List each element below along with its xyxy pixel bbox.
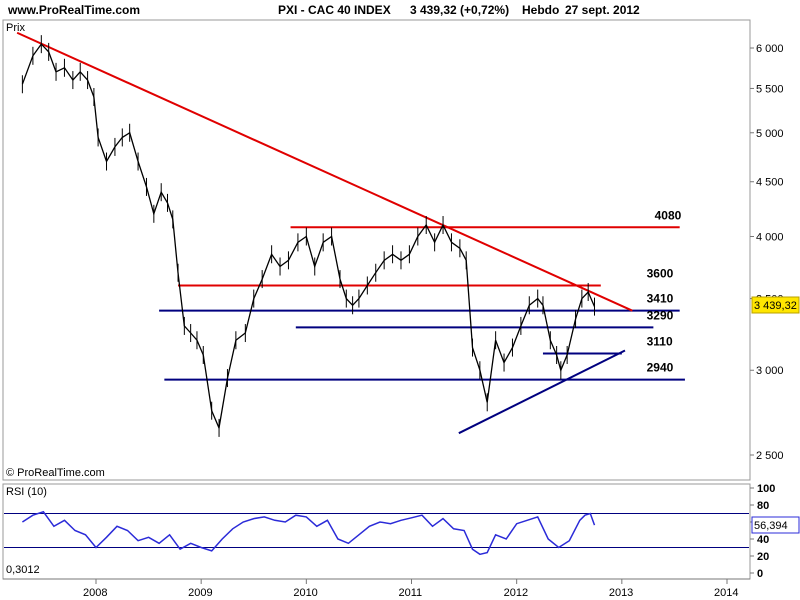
x-tick-label: 2014 bbox=[714, 587, 738, 599]
price-series bbox=[21, 35, 596, 437]
rsi-line bbox=[21, 510, 596, 556]
date-label: 27 sept. 2012 bbox=[565, 3, 640, 17]
x-axis-ticks: 2008 2009 2010 2011 2012 2013 2014 bbox=[83, 579, 738, 599]
y-tick-label: 4 500 bbox=[756, 177, 784, 189]
price-line bbox=[21, 43, 596, 431]
rsi-min-label: 0,3012 bbox=[6, 564, 40, 576]
y-tick-label: 2 500 bbox=[756, 450, 784, 462]
rsi-last-label: 56,394 bbox=[754, 520, 788, 532]
trendline-support bbox=[458, 349, 626, 435]
level-label-3410: 3410 bbox=[647, 292, 674, 306]
x-tick-label: 2012 bbox=[504, 587, 528, 599]
period-label: Hebdo bbox=[522, 3, 559, 17]
rsi-tick-label: 40 bbox=[757, 534, 769, 546]
level-label-3290: 3290 bbox=[647, 308, 674, 322]
rsi-tick-label: 20 bbox=[757, 551, 769, 563]
x-tick-label: 2009 bbox=[188, 587, 212, 599]
trendline-resistance bbox=[16, 31, 633, 312]
y-tick-label: 5 500 bbox=[756, 83, 784, 95]
site-name[interactable]: www.ProRealTime.com bbox=[7, 3, 140, 17]
x-tick-label: 2013 bbox=[609, 587, 633, 599]
rsi-tick-label: 0 bbox=[757, 568, 763, 580]
trend-lines bbox=[16, 31, 633, 435]
rsi-tick-label: 100 bbox=[757, 483, 775, 495]
credit-text: © ProRealTime.com bbox=[6, 467, 105, 479]
rsi-tick-label: 80 bbox=[757, 500, 769, 512]
y-tick-label: 6 000 bbox=[756, 43, 784, 55]
y-tick-label: 5 000 bbox=[756, 128, 784, 140]
level-label-4080: 4080 bbox=[655, 208, 682, 222]
instrument-title: PXI - CAC 40 INDEX bbox=[278, 3, 391, 17]
x-tick-label: 2010 bbox=[293, 587, 317, 599]
instrument-quote: 3 439,32 (+0,72%) bbox=[410, 3, 509, 17]
rsi-panel-frame[interactable] bbox=[2, 483, 751, 580]
y-tick-label: 4 000 bbox=[756, 231, 784, 243]
last-price-label: 3 439,32 bbox=[754, 300, 797, 312]
level-lines: 4080 3600 3410 3290 3110 2940 bbox=[159, 208, 685, 381]
rsi-series bbox=[21, 510, 596, 556]
rsi-last-badge bbox=[751, 516, 800, 534]
rsi-panel-label: RSI (10) bbox=[6, 486, 47, 498]
price-panel-frame[interactable] bbox=[2, 19, 751, 481]
level-label-3110: 3110 bbox=[647, 334, 673, 348]
level-label-3600: 3600 bbox=[647, 266, 674, 280]
x-tick-label: 2011 bbox=[399, 587, 423, 599]
y-tick-label: 3 000 bbox=[756, 365, 784, 377]
x-tick-label: 2008 bbox=[83, 587, 107, 599]
level-label-2940: 2940 bbox=[647, 361, 674, 375]
last-price-badge bbox=[751, 296, 800, 314]
price-panel-label: Prix bbox=[6, 22, 25, 34]
